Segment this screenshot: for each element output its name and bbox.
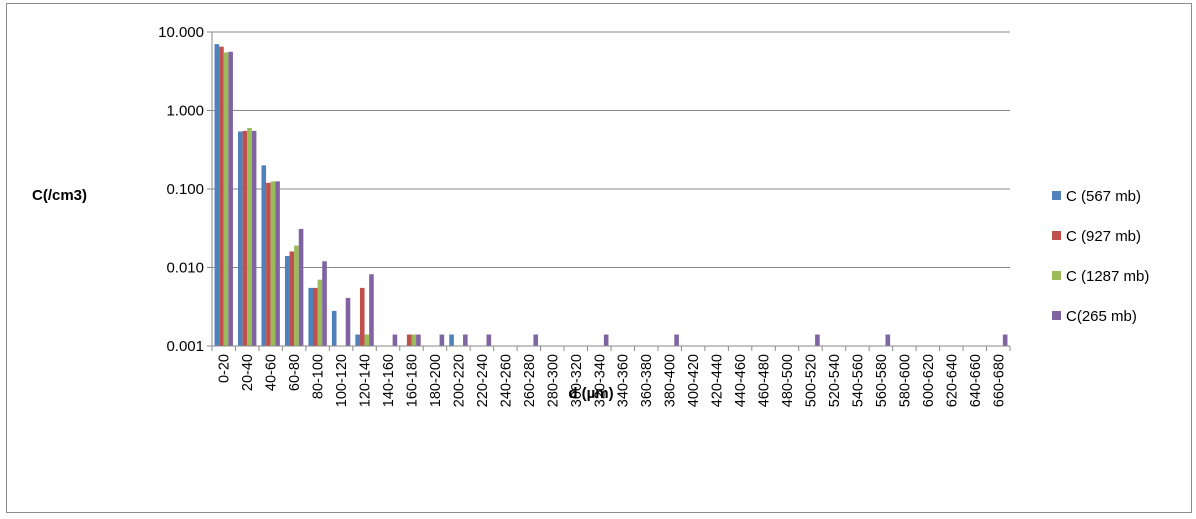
x-tick-label: 180-200 (428, 354, 444, 407)
bar-200-220-s0 (449, 334, 454, 346)
y-tick-label: 1.000 (166, 103, 204, 120)
bar-20-40-s3 (251, 130, 257, 346)
bar-200-220-s3 (463, 334, 468, 346)
x-tick-label: 340-360 (616, 354, 632, 407)
bar-100-120-s3 (345, 297, 351, 346)
bar-0-20-s1 (219, 46, 224, 346)
x-tick-label: 40-60 (264, 354, 280, 391)
x-tick-label: 440-460 (733, 354, 749, 407)
bar-0-20-s0 (214, 44, 220, 347)
bar-120-140-s1 (359, 287, 365, 346)
legend-label: C (927 mb) (1066, 228, 1141, 245)
bar-560-580-s3 (885, 334, 891, 346)
bar-80-100-s3 (322, 261, 327, 346)
x-tick-label: 600-620 (921, 354, 937, 407)
x-tick-label: 60-80 (287, 354, 303, 391)
bar-40-60-s0 (261, 165, 267, 346)
y-axis-title: C(/cm3) (32, 187, 87, 204)
y-tick-label: 10.000 (158, 24, 204, 41)
x-tick-label: 560-580 (874, 354, 890, 407)
bar-0-20-s2 (223, 52, 229, 346)
x-tick-label: 540-560 (850, 354, 866, 407)
y-tick-label: 0.010 (166, 260, 204, 277)
x-tick-label: 280-300 (545, 354, 561, 407)
bar-260-280-s3 (533, 334, 539, 346)
legend-label: C (567 mb) (1066, 188, 1141, 205)
y-tick-labels: 10.000 1.000 0.100 0.010 0.001 (158, 24, 204, 355)
x-tick-label: 500-520 (804, 354, 820, 407)
x-tick-label: 0-20 (217, 354, 233, 383)
bar-220-240-s3 (486, 334, 492, 346)
bar-120-140-s3 (369, 274, 374, 346)
x-tick-label: 660-680 (991, 354, 1007, 407)
x-tick-label: 360-380 (639, 354, 655, 407)
x-tick-label: 520-540 (827, 354, 843, 407)
x-tick-label: 420-440 (710, 354, 726, 407)
x-tick-label: 400-420 (686, 354, 702, 407)
bar-20-40-s0 (238, 131, 243, 346)
x-tick-label: 480-500 (780, 354, 796, 407)
y-tick-label: 0.001 (166, 338, 204, 355)
legend-swatch (1052, 271, 1061, 280)
x-tick-label: 320-340 (592, 354, 608, 407)
legend-swatch (1052, 191, 1061, 200)
legend-label: C (1287 mb) (1066, 268, 1149, 285)
bar-20-40-s1 (242, 130, 248, 346)
bar-60-80-s0 (284, 256, 290, 346)
bar-20-40-s2 (247, 127, 252, 346)
x-tick-label: 120-140 (358, 354, 374, 407)
x-tick-label: 200-220 (451, 354, 467, 407)
bars (214, 44, 1008, 347)
grid-lines (212, 31, 1010, 268)
bar-160-180-s1 (406, 334, 412, 346)
x-tick-label: 380-400 (663, 354, 679, 407)
chart-frame: 10.000 1.000 0.100 0.010 0.001 0-20 20-40 40-6… (6, 3, 1192, 513)
bar-660-680-s3 (1002, 334, 1008, 346)
x-tick-label: 240-260 (498, 354, 514, 407)
x-axis-title: d (µm) (568, 385, 613, 402)
legend-swatch (1052, 231, 1061, 240)
bar-120-140-s0 (355, 334, 360, 346)
x-tick-label: 80-100 (311, 354, 327, 399)
legend-label: C(265 mb) (1066, 308, 1137, 325)
x-tick-label: 260-280 (522, 354, 538, 407)
bar-80-100-s0 (308, 287, 314, 346)
x-tick-label: 620-640 (944, 354, 960, 407)
chart-svg: 10.000 1.000 0.100 0.010 0.001 0-20 20-40 40-6… (32, 24, 1149, 407)
x-tick-label: 580-600 (897, 354, 913, 407)
x-tick-label: 140-160 (381, 354, 397, 407)
bar-500-520-s3 (815, 334, 820, 346)
x-tick-label: 220-240 (475, 354, 491, 407)
y-tick-label: 0.100 (166, 181, 204, 198)
legend-swatch (1052, 311, 1061, 320)
bar-60-80-s2 (294, 245, 299, 346)
x-tick-labels: 0-20 20-40 40-60 60-80 80-100 100-120 120-140 1… (217, 354, 1008, 407)
bar-100-120-s0 (331, 310, 337, 346)
x-tick-label: 460-480 (757, 354, 773, 407)
bar-380-400-s3 (674, 334, 679, 346)
x-tick-label: 640-660 (968, 354, 984, 407)
bar-40-60-s3 (275, 181, 280, 346)
bar-40-60-s2 (270, 181, 276, 346)
bar-60-80-s1 (289, 251, 295, 346)
bar-80-100-s1 (313, 287, 318, 346)
x-tick-label: 20-40 (240, 354, 256, 391)
x-tick-label: 300-320 (569, 354, 585, 407)
bar-120-140-s2 (364, 334, 370, 346)
legend: C (567 mb) C (927 mb) C (1287 mb) C(265 mb) (1052, 188, 1149, 325)
bar-320-340-s3 (603, 334, 609, 346)
x-tick-label: 100-120 (334, 354, 350, 407)
bar-180-200-s3 (439, 334, 445, 346)
bar-160-180-s3 (416, 334, 421, 346)
bar-40-60-s1 (266, 182, 271, 346)
bar-80-100-s2 (317, 279, 323, 346)
bar-140-160-s3 (392, 334, 398, 346)
bar-0-20-s3 (228, 51, 233, 346)
bar-160-180-s2 (411, 334, 417, 346)
bar-60-80-s3 (298, 228, 304, 346)
x-tick-label: 160-180 (405, 354, 421, 407)
axes (207, 31, 1011, 351)
